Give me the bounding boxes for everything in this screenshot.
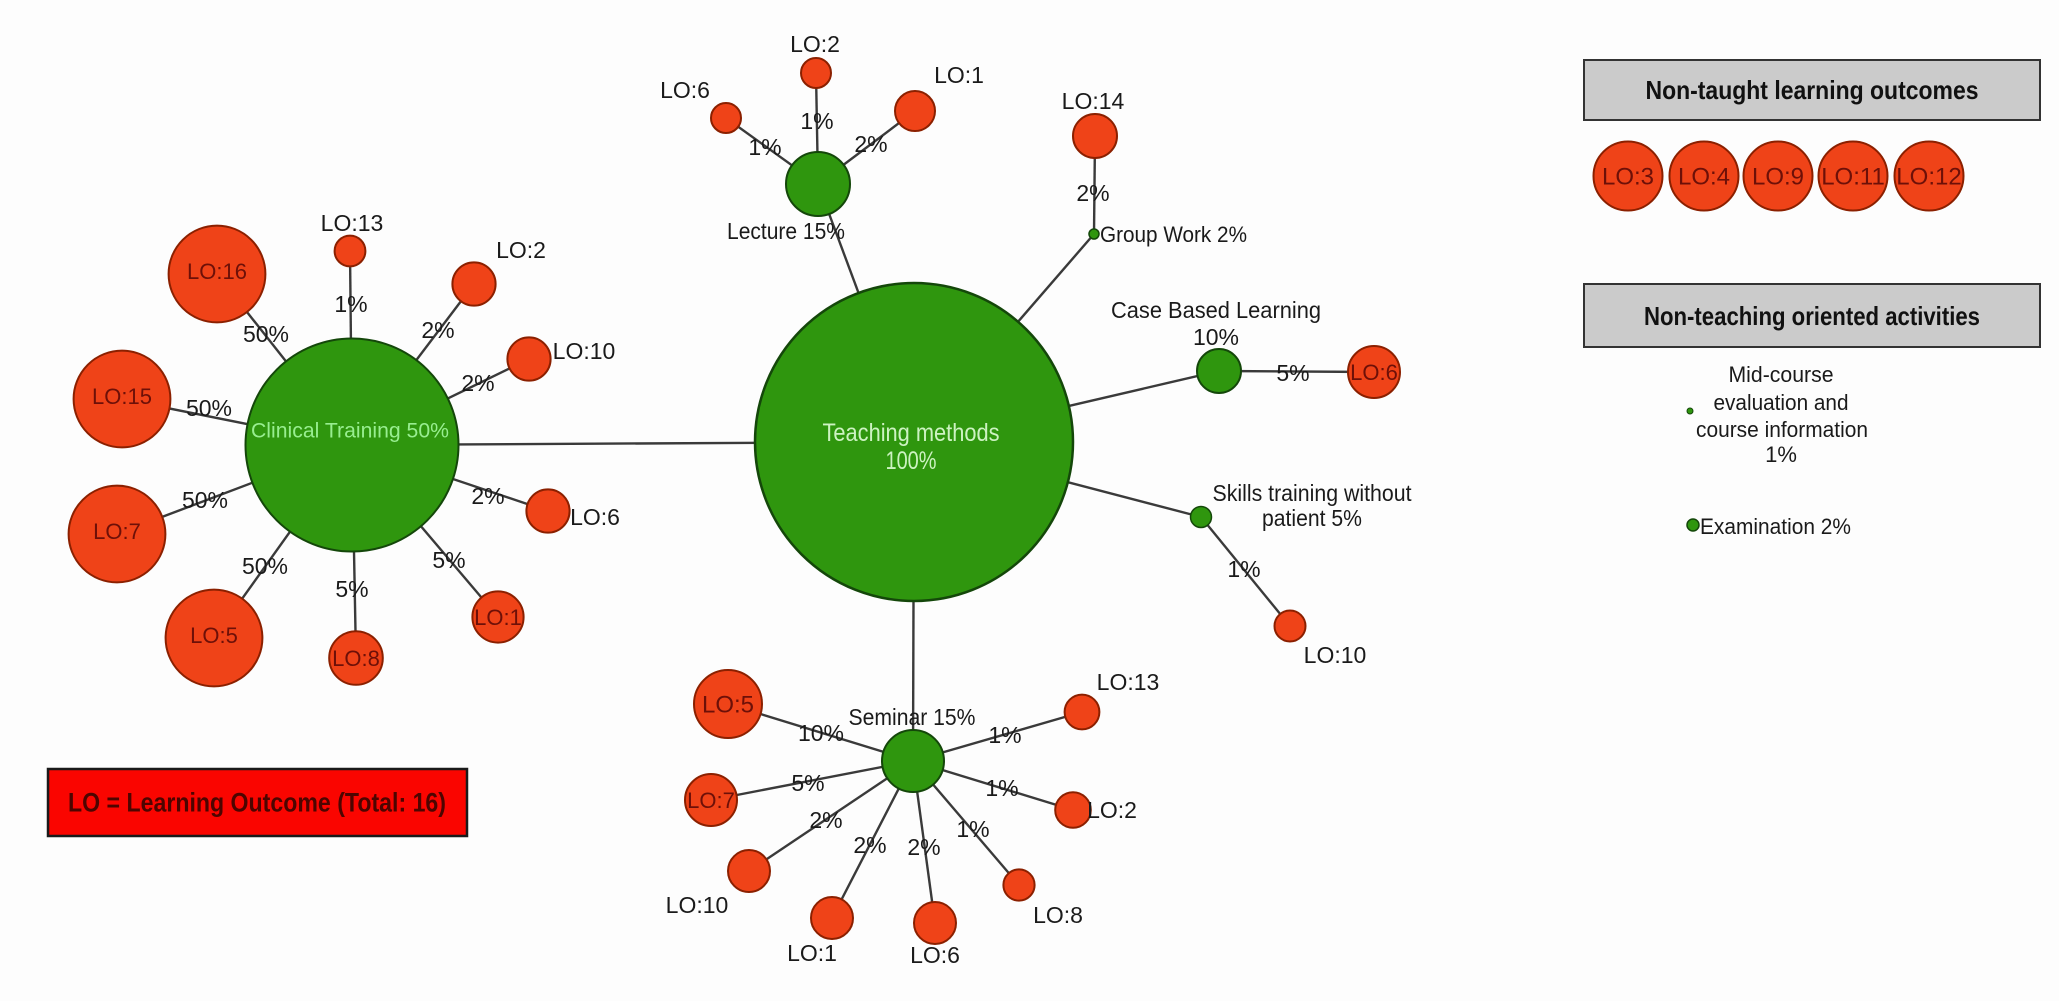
svg-text:LO:5: LO:5: [702, 692, 754, 719]
svg-text:LO:5: LO:5: [190, 623, 238, 648]
svg-text:1%: 1%: [1227, 556, 1260, 582]
svg-text:LO:6: LO:6: [660, 77, 710, 103]
svg-text:LO:7: LO:7: [93, 519, 141, 544]
svg-text:2%: 2%: [471, 483, 504, 509]
svg-text:2%: 2%: [907, 834, 940, 860]
svg-text:1%: 1%: [334, 291, 367, 317]
svg-text:LO:6: LO:6: [1350, 360, 1398, 385]
svg-text:LO:6: LO:6: [910, 942, 960, 968]
svg-text:50%: 50%: [243, 321, 289, 347]
svg-text:50%: 50%: [242, 553, 288, 579]
svg-text:Mid-course: Mid-course: [1729, 362, 1834, 387]
svg-text:1%: 1%: [985, 775, 1018, 801]
svg-text:10%: 10%: [798, 720, 844, 746]
svg-text:2%: 2%: [853, 832, 886, 858]
svg-text:LO:12: LO:12: [1896, 164, 1961, 191]
svg-text:LO:10: LO:10: [553, 338, 616, 364]
svg-text:Group Work 2%: Group Work 2%: [1100, 222, 1247, 247]
svg-text:1%: 1%: [800, 108, 833, 134]
svg-text:1%: 1%: [1765, 442, 1797, 467]
svg-text:Clinical Training 50%: Clinical Training 50%: [251, 420, 449, 443]
svg-text:LO:8: LO:8: [332, 646, 380, 671]
svg-text:Examination 2%: Examination 2%: [1700, 514, 1851, 539]
svg-text:Seminar 15%: Seminar 15%: [849, 704, 976, 730]
svg-text:50%: 50%: [182, 487, 228, 513]
svg-text:LO:6: LO:6: [570, 504, 620, 530]
svg-text:course information: course information: [1696, 417, 1868, 442]
svg-text:LO:1: LO:1: [934, 62, 984, 88]
svg-text:2%: 2%: [461, 370, 494, 396]
svg-text:LO:2: LO:2: [790, 31, 840, 57]
svg-text:LO:13: LO:13: [321, 210, 384, 236]
svg-text:LO:1: LO:1: [474, 605, 522, 630]
svg-text:patient 5%: patient 5%: [1262, 505, 1362, 531]
svg-text:Skills training without: Skills training without: [1213, 480, 1413, 506]
svg-text:LO:1: LO:1: [787, 940, 837, 966]
svg-text:2%: 2%: [1076, 180, 1109, 206]
svg-text:LO:14: LO:14: [1062, 88, 1125, 114]
svg-text:LO:4: LO:4: [1678, 164, 1730, 191]
svg-text:Non-taught learning outcomes: Non-taught learning outcomes: [1646, 75, 1979, 105]
svg-text:1%: 1%: [748, 134, 781, 160]
svg-text:LO:11: LO:11: [1821, 164, 1885, 191]
svg-text:LO:13: LO:13: [1097, 669, 1160, 695]
svg-text:evaluation and: evaluation and: [1714, 390, 1849, 415]
svg-text:LO:8: LO:8: [1033, 902, 1083, 928]
svg-text:2%: 2%: [854, 131, 887, 157]
svg-text:5%: 5%: [432, 547, 465, 573]
svg-text:LO = Learning Outcome (Total:: LO = Learning Outcome (Total: 16): [68, 788, 446, 818]
svg-text:LO:9: LO:9: [1752, 164, 1804, 191]
svg-text:LO:16: LO:16: [187, 259, 247, 284]
svg-text:5%: 5%: [335, 576, 368, 602]
svg-text:Lecture 15%: Lecture 15%: [727, 218, 845, 244]
svg-text:1%: 1%: [956, 816, 989, 842]
svg-text:Case Based Learning: Case Based Learning: [1111, 297, 1321, 323]
svg-text:100%: 100%: [886, 447, 937, 475]
svg-text:LO:15: LO:15: [92, 384, 152, 409]
svg-text:2%: 2%: [421, 317, 454, 343]
svg-text:LO:7: LO:7: [687, 788, 735, 813]
svg-text:LO:3: LO:3: [1602, 164, 1654, 191]
svg-text:5%: 5%: [791, 770, 824, 796]
svg-text:Non-teaching oriented activiti: Non-teaching oriented activities: [1644, 301, 1980, 331]
svg-text:10%: 10%: [1193, 324, 1239, 350]
svg-text:LO:10: LO:10: [666, 892, 729, 918]
svg-text:50%: 50%: [186, 395, 232, 421]
svg-text:Teaching methods: Teaching methods: [823, 419, 1000, 447]
svg-text:2%: 2%: [809, 807, 842, 833]
svg-text:LO:2: LO:2: [496, 237, 546, 263]
svg-text:5%: 5%: [1276, 360, 1309, 386]
svg-text:LO:2: LO:2: [1087, 797, 1137, 823]
svg-text:1%: 1%: [988, 722, 1021, 748]
svg-text:LO:10: LO:10: [1304, 642, 1367, 668]
